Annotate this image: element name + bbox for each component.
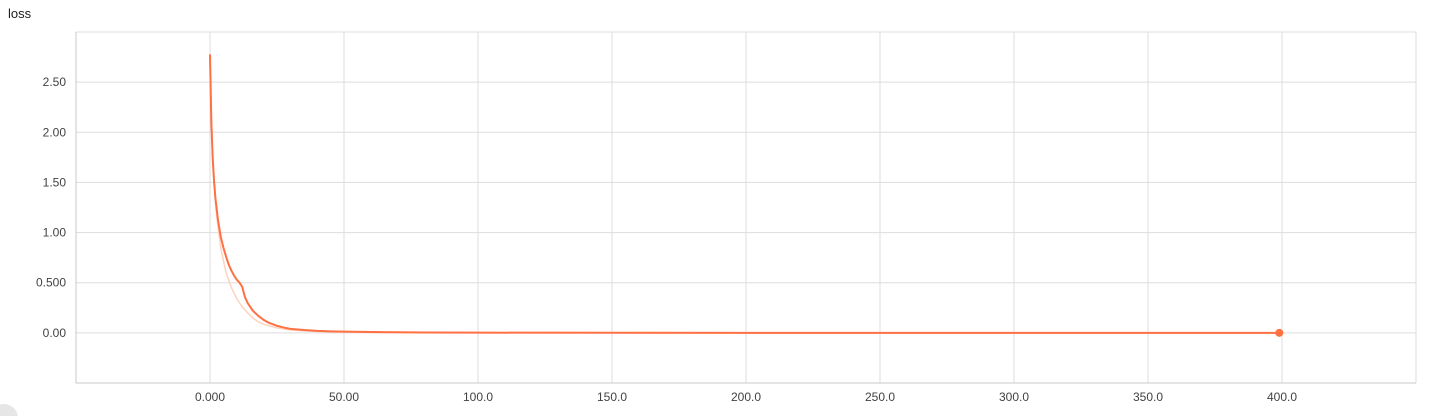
x-tick-label: 50.00 <box>329 390 359 404</box>
x-tick-label: 150.0 <box>597 390 627 404</box>
chart-title: loss <box>8 6 32 21</box>
y-tick-label: 0.00 <box>43 326 67 340</box>
x-tick-label: 200.0 <box>731 390 761 404</box>
x-tick-label: 300.0 <box>999 390 1029 404</box>
grid <box>76 31 1417 383</box>
y-tick-labels: 0.00 0.500 1.00 1.50 2.00 2.50 <box>36 75 66 340</box>
series-lines <box>209 54 1284 337</box>
y-tick-label: 1.00 <box>43 226 67 240</box>
x-tick-label: 400.0 <box>1267 390 1297 404</box>
x-tick-label: 100.0 <box>463 390 493 404</box>
x-tick-label: 250.0 <box>865 390 895 404</box>
axes <box>75 32 1416 384</box>
y-tick-label: 2.50 <box>43 75 67 89</box>
corner-control-icon[interactable] <box>0 404 18 416</box>
x-tick-labels: 0.000 50.00 100.0 150.0 200.0 250.0 300.0 350.0… <box>195 390 1297 404</box>
y-tick-label: 0.500 <box>36 276 66 290</box>
x-tick-label: 0.000 <box>195 390 225 404</box>
y-tick-label: 2.00 <box>43 125 67 139</box>
y-tick-label: 1.50 <box>43 175 67 189</box>
x-tick-label: 350.0 <box>1133 390 1163 404</box>
series-line-raw <box>209 61 1281 334</box>
series-end-point <box>1275 328 1284 337</box>
series-line-smoothed <box>209 54 1281 334</box>
